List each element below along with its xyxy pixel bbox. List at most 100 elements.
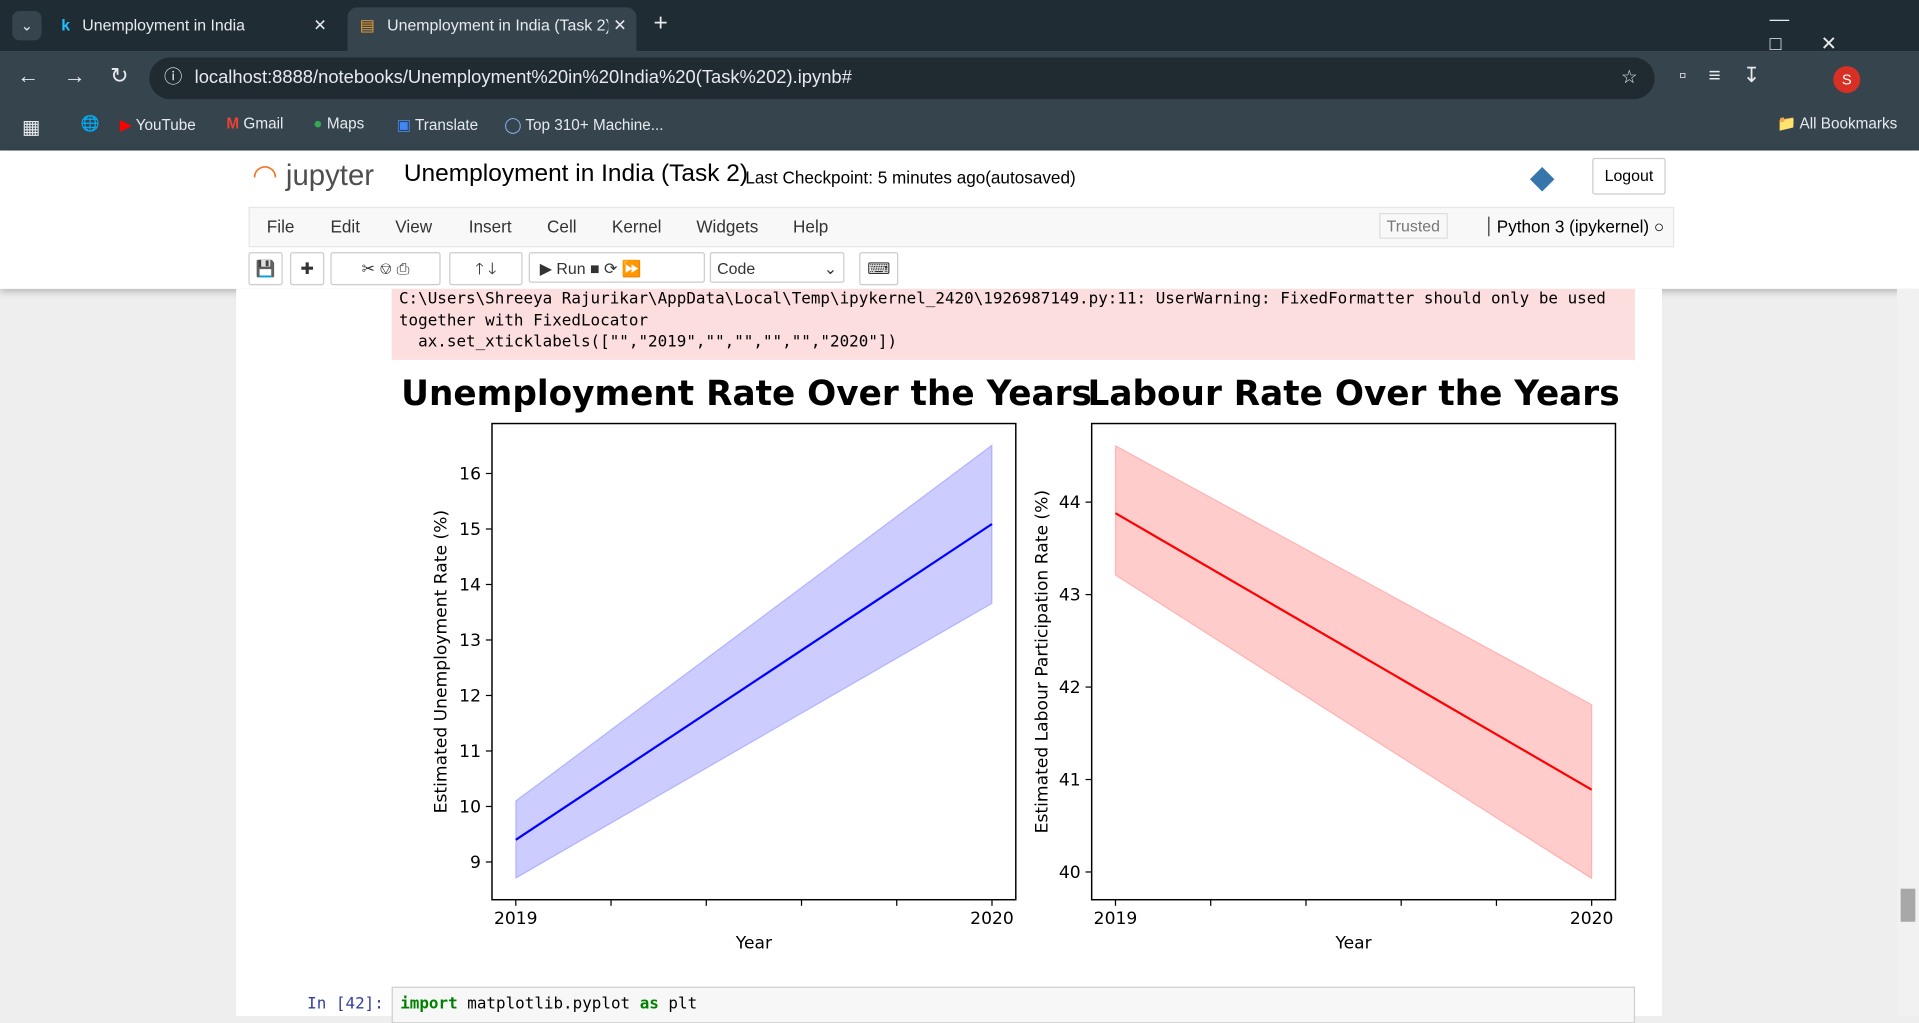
bookmark[interactable]: 📁 All Bookmarks xyxy=(1777,115,1898,133)
chart-title: Unemployment Rate Over the Years xyxy=(401,374,1092,414)
y-tick-label: 41 xyxy=(1059,771,1081,791)
confidence-band xyxy=(1114,444,1593,880)
profile[interactable]: S xyxy=(1833,66,1861,94)
y-tick-label: 43 xyxy=(1059,586,1081,606)
bookmark-label: Translate xyxy=(414,116,479,134)
keyword: as xyxy=(639,995,659,1014)
y-tick-label: 44 xyxy=(1059,493,1081,513)
jupyter-logo[interactable]: ◠ jupyter xyxy=(252,159,375,193)
warning-output: C:\Users\Shreeya Rajurikar\AppData\Local… xyxy=(391,288,1636,360)
x-tick-label: 2019 xyxy=(494,909,538,929)
keyboard-button[interactable]: ⌨ xyxy=(859,252,899,286)
y-tick-label: 9 xyxy=(470,853,481,873)
new-tab[interactable]: + xyxy=(653,9,668,37)
y-tick-label: 11 xyxy=(459,742,481,762)
bookmark[interactable]: ◯ Top 310+ Machine... xyxy=(504,116,664,134)
menu-item[interactable]: Kernel xyxy=(611,216,662,237)
bookmark-label: All Bookmarks xyxy=(1799,115,1898,133)
move-buttons[interactable]: 🡑 🡓 xyxy=(449,252,523,286)
y-tick-label: 12 xyxy=(459,687,481,707)
bookmark[interactable]: ▶ YouTube xyxy=(119,116,196,134)
data-line xyxy=(515,523,993,841)
trusted[interactable]: Trusted xyxy=(1379,212,1448,239)
save-button[interactable]: 💾 xyxy=(248,252,283,286)
y-tick-label: 16 xyxy=(459,465,481,485)
code-token: matplotlib.pyplot xyxy=(467,995,631,1014)
menu-item[interactable]: Help xyxy=(793,216,829,237)
confidence-band xyxy=(515,443,993,880)
logout-button[interactable]: Logout xyxy=(1592,157,1666,195)
browser-toolbar: ←→↻ ⓘ localhost:8888/notebooks/Unemployme… xyxy=(0,51,1919,151)
bookmark-label: YouTube xyxy=(135,116,196,134)
bookmark-label: Gmail xyxy=(243,115,284,133)
warning-line: together with FixedLocator xyxy=(398,311,649,330)
nav-buttons[interactable]: ←→↻ xyxy=(17,63,154,89)
insert-button[interactable]: ✚ xyxy=(290,252,325,286)
toolbar-icons[interactable]: ▫≡↧ xyxy=(1679,63,1783,87)
python-logo: ◆ xyxy=(1529,157,1555,195)
y-tick-label: 40 xyxy=(1059,863,1081,883)
bookmark-label: Maps xyxy=(326,115,365,133)
run-buttons[interactable]: ▶ Run ■ ⟳ ⏩ xyxy=(528,252,705,283)
cell-prompt: In [42]: xyxy=(307,995,384,1014)
warning-line: ax.set_xticklabels(["","2019","","","","… xyxy=(398,332,898,352)
plot-frame xyxy=(491,422,1017,901)
checkpoint: Last Checkpoint: 5 minutes ago xyxy=(745,167,986,188)
scrollbar[interactable] xyxy=(1896,288,1919,1017)
y-tick-label: 15 xyxy=(459,520,481,540)
apps-icon[interactable]: ▦ xyxy=(22,117,41,139)
x-axis-label: Year xyxy=(735,934,773,954)
bookmark[interactable]: ▣ Translate xyxy=(396,116,479,134)
menu-item[interactable]: Widgets xyxy=(696,216,759,237)
cell-type: Code xyxy=(717,259,756,278)
data-line xyxy=(1114,512,1593,791)
address-bar[interactable]: ⓘ localhost:8888/notebooks/Unemployment%2… xyxy=(149,57,1655,100)
notebook-title[interactable]: Unemployment in India (Task 2) xyxy=(403,160,749,188)
menu-item[interactable]: Insert xyxy=(468,216,512,237)
plot-frame xyxy=(1090,422,1617,901)
code-cell[interactable]: import matplotlib.pyplot as plt xyxy=(391,986,1636,1023)
x-tick-label: 2020 xyxy=(970,909,1014,929)
tab[interactable]: k Unemployment in India ✕ xyxy=(61,15,327,35)
url-text: localhost:8888/notebooks/Unemployment%20… xyxy=(194,67,852,89)
run-label: Run xyxy=(556,259,586,278)
y-tick-label: 10 xyxy=(459,798,481,818)
kernel[interactable]: Python 3 (ipykernel) ○ xyxy=(1488,216,1664,237)
tab-active[interactable]: ▤ Unemployment in India (Task 2) ✕ xyxy=(347,7,637,52)
y-tick-label: 13 xyxy=(459,631,481,651)
y-tick-label: 14 xyxy=(459,576,481,596)
tab-title: Unemployment in India xyxy=(82,15,246,35)
notebook-panel xyxy=(236,288,1662,1017)
y-tick-label: 42 xyxy=(1059,678,1081,698)
bookmark[interactable]: ● Maps xyxy=(313,115,365,133)
tab-search[interactable]: ⌄ xyxy=(12,11,42,41)
code-token: plt xyxy=(668,995,698,1014)
tab-title: Unemployment in India (Task 2) xyxy=(387,15,611,35)
x-tick-label: 2019 xyxy=(1094,909,1138,929)
autosave: (autosaved) xyxy=(985,167,1076,188)
menu-item[interactable]: Cell xyxy=(547,216,577,237)
kernel-name: Python 3 (ipykernel) xyxy=(1496,216,1650,237)
logo-text: jupyter xyxy=(285,159,375,193)
x-tick-label: 2020 xyxy=(1570,909,1614,929)
keyword: import xyxy=(400,995,458,1014)
window-controls[interactable]: —□✕ xyxy=(1769,9,1877,56)
menu-item[interactable]: Edit xyxy=(330,216,360,237)
chart-title: Labour Rate Over the Years xyxy=(1088,374,1620,414)
edit-buttons[interactable]: ✂ ⎊ ⎙ xyxy=(330,252,441,286)
bookmark-icon[interactable]: 🌐 xyxy=(80,115,100,133)
bookmark[interactable]: M Gmail xyxy=(226,115,284,133)
x-axis-label: Year xyxy=(1334,934,1372,954)
menu-item[interactable]: File xyxy=(266,216,295,237)
jupyter-header: ◠ jupyter Unemployment in India (Task 2)… xyxy=(0,150,1919,289)
cell-type-select[interactable]: Code ⌄ xyxy=(709,252,845,283)
tab-strip: ⌄ k Unemployment in India ✕ ▤ Unemployment … xyxy=(0,0,1919,55)
menu-item[interactable]: View xyxy=(395,216,433,237)
bookmark-label: Top 310+ Machine... xyxy=(525,116,664,134)
y-axis-label: Estimated Labour Participation Rate (%) xyxy=(1033,490,1053,833)
y-axis-label: Estimated Unemployment Rate (%) xyxy=(432,510,452,813)
warning-line: C:\Users\Shreeya Rajurikar\AppData\Local… xyxy=(398,290,1606,309)
